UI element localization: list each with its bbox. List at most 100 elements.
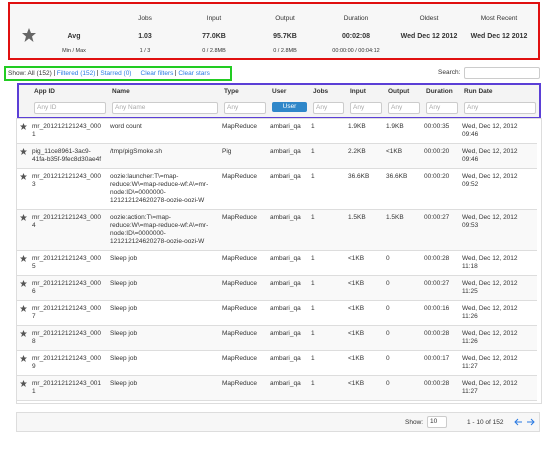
job-row: mr_201212121243_0007 Sleep job MapReduce am… — [17, 301, 537, 326]
column-header[interactable]: Jobs — [313, 88, 329, 95]
clear-stars-link[interactable]: Clear stars — [178, 70, 210, 77]
star-toggle[interactable] — [20, 255, 27, 262]
job-cell: 1.9KB — [386, 123, 404, 130]
column-filter[interactable]: Any — [388, 102, 420, 114]
star-cell[interactable] — [17, 144, 29, 169]
job-cell: MapReduce — [222, 280, 258, 287]
star-cell[interactable] — [17, 351, 29, 376]
star-toggle[interactable] — [20, 330, 27, 337]
job-cell: pig_11ce8961-3ac9-41fa-b35f-9fec8d30ae4f — [32, 148, 102, 163]
filter-cell: Any — [221, 99, 269, 117]
job-cell: MapReduce — [222, 214, 258, 221]
column-header[interactable]: App ID — [34, 88, 55, 95]
job-cell: 00:00:35 — [424, 123, 450, 130]
job-cell: 0 — [386, 280, 390, 287]
job-cell: 00:00:27 — [424, 280, 450, 287]
header-cell: Duration — [423, 85, 461, 99]
search-input[interactable] — [464, 67, 540, 79]
column-header[interactable]: User — [272, 88, 287, 95]
star-cell[interactable] — [17, 301, 29, 326]
star-toggle[interactable] — [20, 173, 27, 180]
job-cell: 1 — [311, 173, 315, 180]
column-filter[interactable]: Any — [313, 102, 344, 114]
job-cell: mr_201212121243_0007 — [32, 305, 102, 320]
star-cell[interactable] — [17, 276, 29, 301]
column-filter[interactable]: Any Name — [112, 102, 218, 114]
job-row: mr_201212121243_0005 Sleep job MapReduce am… — [17, 251, 537, 276]
job-cell: word count — [110, 123, 142, 130]
job-cell: 2.2KB — [348, 148, 366, 155]
star-toggle[interactable] — [20, 280, 27, 287]
star-cell[interactable] — [17, 119, 29, 144]
star-cell[interactable] — [17, 376, 29, 401]
page-size-select[interactable]: 10 — [427, 416, 447, 428]
job-cell: 00:00:20 — [424, 148, 450, 155]
header-cell: Type — [221, 85, 269, 99]
job-cell: 1.9KB — [348, 123, 366, 130]
header-cell: App ID — [31, 85, 109, 99]
job-cell: Wed, Dec 12, 2012 09:46 — [462, 148, 518, 163]
job-cell: Wed, Dec 12, 2012 11:27 — [462, 355, 518, 370]
star-cell[interactable] — [17, 251, 29, 276]
job-cell: oozie:action:T\=map-reduce:W\=map-reduce… — [110, 214, 209, 245]
job-cell: mr_201212121243_0005 — [32, 255, 102, 270]
column-filter[interactable]: Any ID — [34, 102, 106, 114]
column-header[interactable]: Name — [112, 88, 130, 95]
summary-avg-value: Wed Dec 12 2012 — [400, 33, 458, 40]
job-cell: Wed, Dec 12, 2012 11:27 — [462, 380, 518, 395]
job-row: mr_201212121243_0003 oozie:launcher:T\=ma… — [17, 169, 537, 210]
job-cell: Sleep job — [110, 305, 138, 312]
summary-avg-value: 1.03 — [138, 33, 152, 40]
header-cell: Input — [347, 85, 385, 99]
job-cell: 36.6KB — [386, 173, 408, 180]
job-cell: MapReduce — [222, 305, 258, 312]
job-cell: <1KB — [348, 305, 365, 312]
column-header[interactable]: Type — [224, 88, 239, 95]
job-cell: 0 — [386, 305, 390, 312]
job-cell: Sleep job — [110, 380, 138, 387]
clear-filters-link[interactable]: Clear filters — [140, 70, 174, 77]
star-toggle[interactable] — [20, 148, 27, 155]
column-filter[interactable]: Any — [426, 102, 458, 114]
user-filter-button[interactable]: User — [272, 102, 307, 112]
job-cell: ambari_qa — [270, 214, 301, 221]
filtered-link[interactable]: Filtered (152) — [56, 70, 96, 77]
cell — [19, 85, 31, 99]
filter-cell: Any ID — [31, 99, 109, 117]
column-filter[interactable]: Any — [464, 102, 536, 114]
job-cell: MapReduce — [222, 330, 258, 337]
star-cell[interactable] — [17, 169, 29, 210]
star-toggle[interactable] — [20, 123, 27, 130]
job-cell: Wed, Dec 12, 2012 11:26 — [462, 305, 518, 320]
starred-link[interactable]: Starred (0) — [100, 70, 132, 77]
filter-bar: Show: All (152) Filtered (152) Starred (0)… — [4, 66, 232, 81]
star-toggle[interactable] — [20, 355, 27, 362]
all-link[interactable]: All (152) — [27, 70, 52, 77]
column-header[interactable]: Output — [388, 88, 410, 95]
summary-column-label: Output — [275, 15, 295, 22]
star-cell[interactable] — [17, 326, 29, 351]
page-arrows[interactable] — [514, 417, 536, 427]
column-filter[interactable]: Any — [224, 102, 266, 114]
job-cell: Wed, Dec 12, 2012 09:46 — [462, 123, 518, 138]
job-cell: 00:00:27 — [424, 214, 450, 221]
column-header[interactable]: Run Date — [464, 88, 493, 95]
summary-avg-value: 95.7KB — [273, 33, 297, 40]
summary-minmax-value: 0 / 2.8MB — [202, 48, 226, 54]
column-header[interactable]: Input — [350, 88, 366, 95]
star-cell[interactable] — [17, 210, 29, 251]
summary-column-label: Duration — [343, 15, 369, 22]
star-toggle[interactable] — [20, 380, 27, 387]
star-toggle[interactable] — [20, 214, 27, 221]
table-body: mr_201212121243_0001 word count MapReduce a… — [16, 118, 542, 404]
summary-avg-value: Wed Dec 12 2012 — [470, 33, 528, 40]
filter-cell: Any — [310, 99, 347, 117]
star-toggle[interactable] — [20, 305, 27, 312]
filter-cell: Any — [385, 99, 423, 117]
job-cell: <1KB — [348, 280, 365, 287]
job-cell: mr_201212121243_0011 — [32, 380, 102, 395]
column-header[interactable]: Duration — [426, 88, 453, 95]
filter-cell: Any — [423, 99, 461, 117]
column-filter[interactable]: Any — [350, 102, 382, 114]
